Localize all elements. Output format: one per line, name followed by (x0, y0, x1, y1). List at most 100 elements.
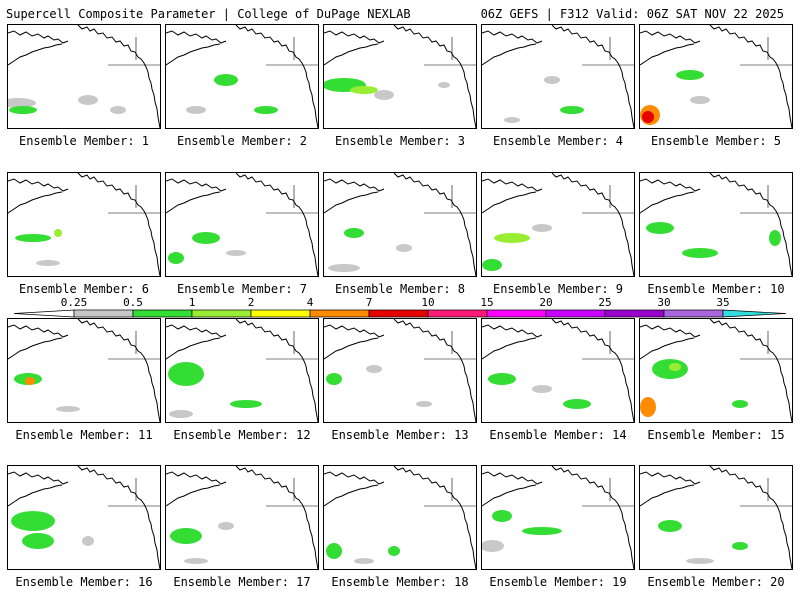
colorbar-tick-label: 4 (306, 296, 314, 309)
colorbar-tick-label: 1 (188, 296, 196, 309)
coastline (482, 337, 537, 360)
coastline (551, 25, 634, 128)
political-border (108, 478, 160, 507)
colorbar-segment (73, 309, 134, 318)
scp-field-contour (686, 558, 714, 564)
ensemble-map-panel (639, 172, 793, 277)
map-coastline (482, 25, 634, 128)
political-border (740, 37, 792, 66)
colorbar-tick-label: 30 (657, 296, 671, 309)
ensemble-member-label: Ensemble Member: 7 (176, 282, 308, 296)
ensemble-map-panel (165, 172, 319, 277)
coastline (8, 30, 69, 44)
map-coastline (8, 466, 160, 569)
coastline (77, 466, 160, 569)
political-border (582, 478, 634, 507)
scp-field-contour (646, 222, 674, 234)
coastline (324, 178, 385, 192)
scp-field-contour (15, 234, 51, 242)
coastline (166, 471, 227, 485)
ensemble-map-panel (323, 172, 477, 277)
ensemble-map-panel (481, 318, 635, 423)
coastline (8, 471, 69, 485)
scp-field-contour (374, 90, 394, 100)
scp-field-contour (658, 520, 682, 532)
scp-field-contour (328, 264, 360, 272)
political-border (582, 37, 634, 66)
scp-field-contour (169, 410, 193, 418)
scp-field-contour (82, 536, 94, 546)
colorbar-segment (545, 309, 606, 318)
coastline (640, 337, 695, 360)
ensemble-member-label: Ensemble Member: 5 (650, 134, 782, 148)
ensemble-member-label: Ensemble Member: 12 (173, 428, 311, 442)
political-border (266, 478, 318, 507)
coastline (235, 173, 318, 276)
ensemble-map-panel (323, 24, 477, 129)
ensemble-map-panel (481, 465, 635, 570)
colorbar-segment (309, 309, 370, 318)
coastline (551, 173, 634, 276)
scp-field-contour (396, 244, 412, 252)
map-coastline (482, 173, 634, 276)
colorbar-tick-label: 15 (480, 296, 494, 309)
ensemble-member-label: Ensemble Member: 18 (331, 575, 469, 589)
colorbar-segment (486, 309, 547, 318)
ensemble-member-label: Ensemble Member: 16 (15, 575, 153, 589)
colorbar-tick-label: 20 (539, 296, 553, 309)
coastline (8, 484, 63, 507)
scp-field-contour (732, 542, 748, 550)
ensemble-map-panel (481, 24, 635, 129)
scp-field-contour (560, 106, 584, 114)
colorbar-tick-label: 0.5 (123, 296, 143, 309)
scp-field-contour (9, 106, 37, 114)
map-coastline (324, 25, 476, 128)
coastline (166, 191, 221, 214)
coastline (709, 25, 792, 128)
scp-field-contour (642, 111, 654, 123)
scp-field-contour (563, 399, 591, 409)
ensemble-map-panel (165, 318, 319, 423)
political-border (424, 331, 476, 360)
scp-field-contour (226, 250, 246, 256)
valid-time-label: 06Z GEFS | F312 Valid: 06Z SAT NOV 22 20… (480, 7, 784, 21)
coastline (324, 337, 379, 360)
scp-field-contour (354, 558, 374, 564)
ensemble-member-label: Ensemble Member: 14 (489, 428, 627, 442)
scp-field-contour (254, 106, 278, 114)
map-title: Supercell Composite Parameter | College … (6, 7, 411, 21)
colorbar-segment (427, 309, 488, 318)
colorbar (13, 309, 787, 318)
ensemble-map-panel (7, 172, 161, 277)
colorbar-segment (132, 309, 193, 318)
map-coastline (640, 25, 792, 128)
political-border (108, 37, 160, 66)
coastline (482, 471, 543, 485)
coastline (166, 30, 227, 44)
coastline (8, 178, 69, 192)
coastline (324, 191, 379, 214)
colorbar-over-triangle (722, 309, 787, 318)
ensemble-member-label: Ensemble Member: 4 (492, 134, 624, 148)
scp-field-contour (110, 106, 126, 114)
scp-field-contour (184, 558, 208, 564)
map-coastline (640, 319, 792, 422)
coastline (640, 471, 701, 485)
colorbar-segment (250, 309, 311, 318)
coastline (324, 471, 385, 485)
scp-field-contour (438, 82, 450, 88)
scp-field-contour (532, 224, 552, 232)
coastline (166, 324, 227, 338)
ensemble-member-label: Ensemble Member: 3 (334, 134, 466, 148)
coastline (166, 484, 221, 507)
map-coastline (166, 466, 318, 569)
coastline (551, 319, 634, 422)
political-border (424, 185, 476, 214)
map-coastline (324, 466, 476, 569)
coastline (324, 30, 385, 44)
coastline (8, 191, 63, 214)
scp-field-contour (170, 528, 202, 544)
ensemble-map-panel (323, 465, 477, 570)
political-border (740, 478, 792, 507)
map-coastline (640, 466, 792, 569)
